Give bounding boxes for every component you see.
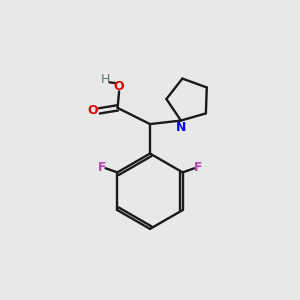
Text: H: H (101, 73, 110, 86)
Text: O: O (88, 104, 98, 117)
Text: O: O (114, 80, 124, 93)
Text: N: N (176, 121, 186, 134)
Text: F: F (194, 160, 202, 174)
Text: F: F (98, 160, 106, 174)
